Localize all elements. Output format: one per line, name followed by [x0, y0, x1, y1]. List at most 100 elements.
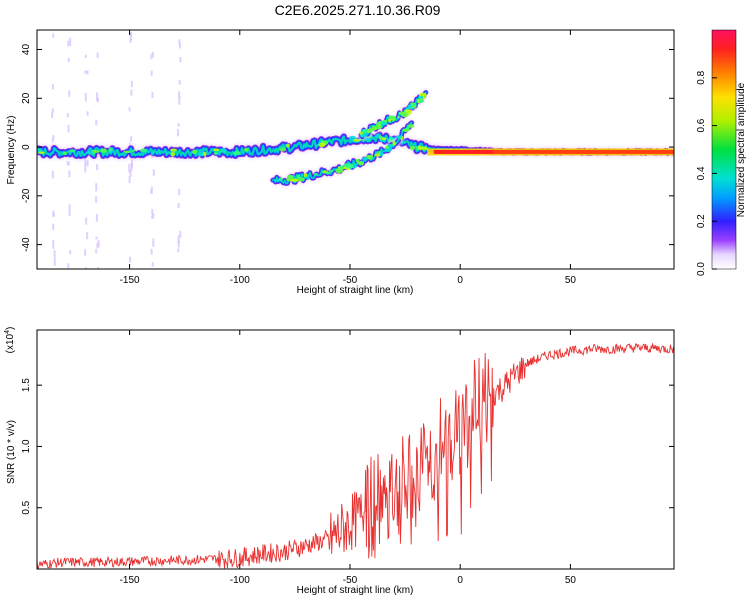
spectral-hotspot: [407, 104, 412, 109]
spectral-hotspot: [328, 169, 334, 173]
spectral-speckle: [178, 39, 181, 45]
spectral-hotspot: [313, 173, 318, 176]
spectral-speckle: [67, 161, 70, 166]
spectral-speckle: [129, 32, 132, 41]
spectral-hotspot: [279, 147, 287, 152]
spectral-hotspot: [419, 146, 428, 151]
spectral-hotspot: [402, 128, 410, 132]
spectral-hotspot: [100, 148, 108, 153]
spectral-hotspot: [197, 152, 204, 157]
spectral-hotspot: [347, 163, 354, 169]
spectral-hotspot: [379, 151, 384, 157]
bottom-x-tick-label: 0: [457, 575, 463, 586]
spectral-hotspot: [374, 153, 381, 157]
spectral-hotspot: [192, 149, 197, 155]
bottom-y-axis-label: SNR (10 * v/v): [6, 420, 17, 484]
spectral-speckle: [52, 135, 55, 140]
spectral-speckle: [179, 57, 182, 63]
top-x-tick-label: -100: [230, 275, 250, 286]
spectral-speckle: [150, 53, 153, 60]
colorbar-tick-label: 0.8: [696, 70, 707, 84]
spectral-hotspot: [378, 135, 383, 140]
spectral-speckle: [68, 212, 71, 217]
spectral-hotspot: [410, 102, 415, 107]
colorbar-label: Normalized spectral amplitude: [736, 82, 747, 217]
spectral-hotspot: [396, 115, 401, 119]
spectral-speckle: [179, 230, 182, 238]
spectral-hotspot: [286, 174, 294, 180]
spectral-speckle: [152, 213, 155, 219]
top-x-tick-label: 0: [457, 275, 463, 286]
spectral-speckle: [96, 92, 99, 101]
spectral-hotspot: [392, 141, 397, 146]
snr-panel: -150 -100 -50 0 50 0.5 1.0 1.5 Height of strai…: [4, 327, 675, 596]
spectral-speckle: [96, 52, 99, 58]
spectral-speckle: [97, 266, 100, 269]
spectral-hotspot: [418, 99, 425, 103]
spectral-hotspot: [213, 148, 220, 152]
spectral-speckle: [177, 235, 180, 244]
spectral-hotspot: [306, 175, 310, 181]
bottom-y-tick-label: 1.5: [21, 378, 32, 392]
top-x-axis: -150 -100 -50 0 50: [120, 30, 577, 286]
colorbar-tick-label: 0.6: [696, 118, 707, 132]
spectral-speckle: [84, 54, 87, 58]
spectral-speckle: [68, 204, 71, 213]
spectral-speckle: [51, 111, 54, 118]
spectral-hotspot: [274, 179, 281, 182]
spectral-speckle: [86, 70, 89, 75]
spectral-speckle: [85, 217, 88, 225]
top-y-axis-label: Frequency (Hz): [6, 116, 17, 185]
spectral-speckle: [152, 169, 155, 176]
spectral-hotspot: [361, 129, 369, 133]
colorbar-tick-label: 0.4: [696, 166, 707, 180]
spectral-speckle: [152, 238, 155, 247]
spectral-hotspot: [361, 157, 369, 160]
top-y-tick-label: 0: [21, 144, 32, 150]
spectral-speckle: [51, 138, 54, 143]
spectral-hotspot: [381, 137, 387, 141]
spectral-speckle: [51, 84, 54, 90]
spectral-speckle: [67, 263, 70, 269]
spectral-speckle: [86, 111, 89, 116]
spectral-speckle: [52, 33, 55, 38]
top-x-tick-label: -50: [343, 275, 358, 286]
top-x-tick-label: 50: [565, 275, 577, 286]
spectral-speckle: [84, 92, 87, 102]
spectral-hotspot: [409, 145, 416, 151]
bottom-y-tick-label: 1.0: [21, 439, 32, 453]
spectral-hotspot: [131, 149, 136, 152]
spectral-hotspot: [38, 151, 45, 154]
spectral-speckle: [84, 70, 87, 74]
spectral-speckle: [69, 37, 72, 46]
spectral-speckle: [177, 123, 180, 127]
spectral-speckle: [128, 163, 131, 173]
spectral-speckle: [52, 212, 55, 217]
spectral-speckle: [96, 163, 99, 171]
spectral-hotspot: [202, 151, 207, 157]
spectral-speckle: [178, 91, 181, 98]
spectral-speckle: [84, 156, 87, 165]
spectral-speckle: [67, 40, 70, 47]
spectral-speckle: [129, 169, 132, 177]
spectral-hotspot: [353, 138, 361, 142]
spectral-hotspot: [108, 147, 113, 153]
spectral-hotspot: [170, 148, 177, 152]
spectral-speckle: [130, 136, 133, 142]
spectral-hotspot: [303, 173, 308, 178]
spectral-speckle: [176, 129, 179, 137]
spectral-speckle: [151, 262, 154, 267]
spectral-speckle: [84, 249, 87, 256]
spectral-hotspot: [371, 125, 376, 131]
spectral-hotspot: [388, 118, 392, 122]
top-y-tick-label: 20: [21, 92, 32, 104]
bottom-x-tick-label: -50: [343, 575, 358, 586]
spectral-hotspot: [291, 178, 300, 182]
spectral-hotspot: [86, 150, 94, 155]
spectral-hotspot: [368, 128, 373, 132]
spectral-hotspot: [69, 149, 76, 153]
spectral-speckle: [178, 42, 181, 49]
spectral-speckle: [151, 209, 154, 216]
spectral-speckle: [95, 236, 98, 240]
spectral-speckle: [85, 267, 88, 269]
